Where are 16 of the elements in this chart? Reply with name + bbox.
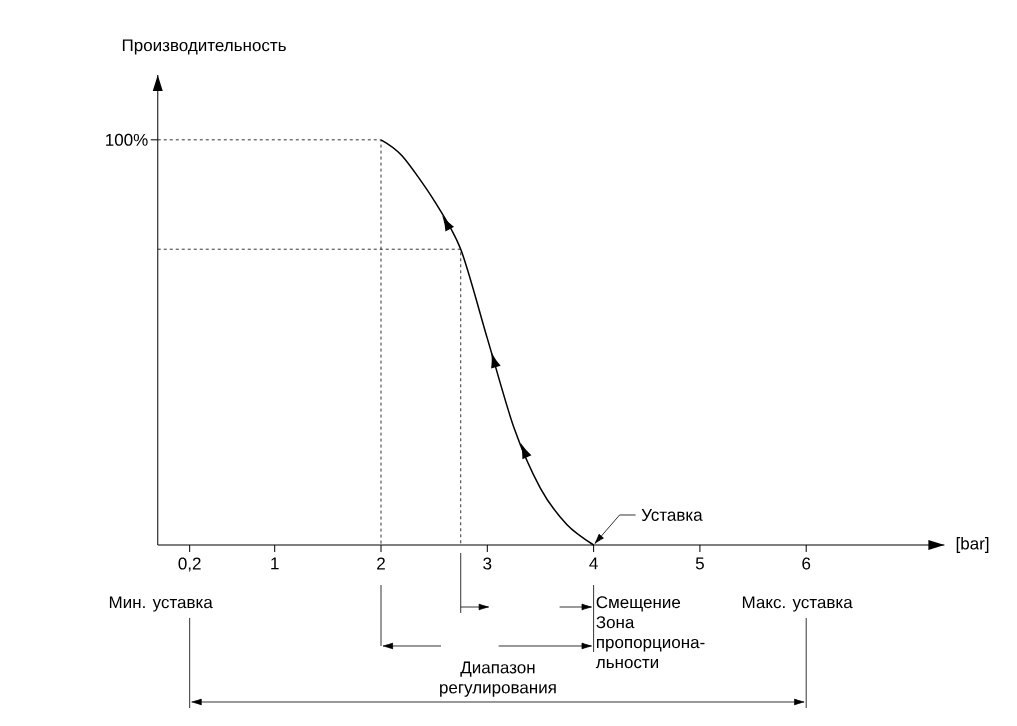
x-tick-label: 2	[377, 557, 385, 570]
x-tick-label: 0,2	[178, 557, 201, 572]
x-tick-label: 1	[271, 557, 279, 570]
text: Диапазон регулирования	[440, 661, 556, 697]
x-tick-label: 4	[589, 557, 598, 570]
x-tick-label: 3	[483, 557, 492, 570]
x-tick-label: 5	[695, 557, 704, 570]
text: Производительность	[122, 39, 286, 55]
x-tick-label: 6	[802, 557, 811, 570]
text: 100%	[106, 133, 148, 146]
text: Смещение	[596, 596, 681, 612]
text: Зона пропорциона-льности	[595, 616, 705, 669]
x-axis-title: [bar]	[956, 537, 989, 553]
text: Макс. уставка	[742, 596, 853, 612]
text: Мин. уставка	[109, 596, 213, 612]
annotation: Уставка	[641, 509, 703, 521]
